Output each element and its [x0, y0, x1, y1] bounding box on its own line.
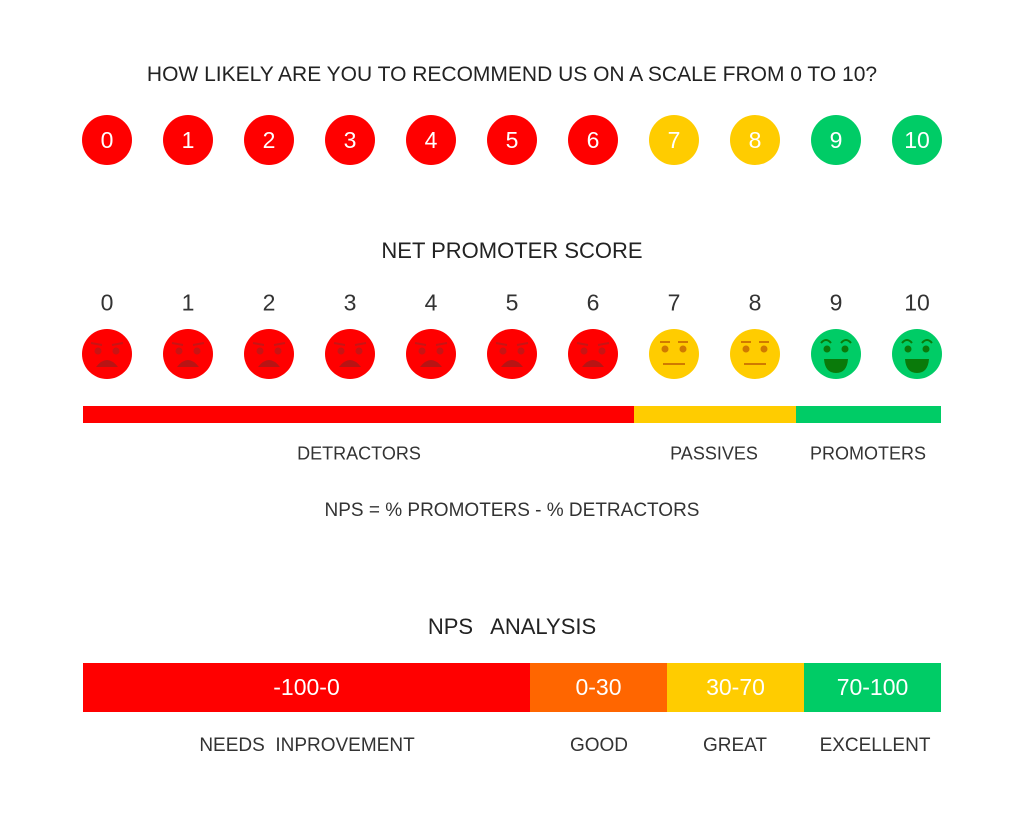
scale-option-5[interactable]: 5	[487, 115, 537, 165]
analysis-segment: 30-70	[667, 663, 804, 712]
analysis-title: NPS ANALYSIS	[427, 614, 597, 639]
scale-option-3[interactable]: 3	[325, 115, 375, 165]
detractors-bar	[83, 406, 634, 423]
promoters-label: PROMOTERS	[809, 443, 927, 464]
scale-option-6[interactable]: 6	[568, 115, 618, 165]
passives-bar	[634, 406, 796, 423]
score-label: 9	[829, 289, 843, 316]
score-label: 7	[667, 289, 681, 316]
range-label: -100-0	[273, 674, 340, 700]
score-label: 4	[424, 289, 438, 316]
detractors-label: DETRACTORS	[297, 443, 421, 464]
happy-face-icon	[892, 329, 942, 379]
passives-label: PASSIVES	[670, 443, 758, 464]
scale-option-10[interactable]: 10	[892, 115, 942, 165]
angry-face-icon	[82, 329, 132, 379]
score-label: 3	[343, 289, 357, 316]
neutral-face-icon	[649, 329, 699, 379]
analysis-segment: 70-100	[804, 663, 941, 712]
scale-option-1[interactable]: 1	[163, 115, 213, 165]
angry-face-icon	[568, 329, 618, 379]
range-label: 0-30	[575, 674, 622, 700]
analysis-label: GOOD	[569, 735, 629, 756]
angry-face-icon	[325, 329, 375, 379]
neutral-face-icon	[730, 329, 780, 379]
angry-face-icon	[163, 329, 213, 379]
scale-option-0[interactable]: 0	[82, 115, 132, 165]
happy-face-icon	[811, 329, 861, 379]
score-label: 10	[904, 289, 930, 316]
question-title: HOW LIKELY ARE YOU TO RECOMMEND US ON A …	[146, 63, 878, 86]
scale-option-4[interactable]: 4	[406, 115, 456, 165]
analysis-label: EXCELLENT	[819, 735, 931, 756]
angry-face-icon	[487, 329, 537, 379]
analysis-label: GREAT	[702, 735, 768, 756]
score-label: 8	[748, 289, 762, 316]
score-label: 1	[181, 289, 195, 316]
promoters-bar	[796, 406, 941, 423]
nps-formula: NPS = % PROMOTERS - % DETRACTORS	[324, 500, 700, 521]
range-label: 30-70	[706, 674, 765, 700]
score-label: 0	[100, 289, 114, 316]
analysis-label: NEEDS INPROVEMENT	[199, 735, 415, 756]
score-label: 5	[505, 289, 519, 316]
analysis-segment: -100-0	[83, 663, 530, 712]
score-label: 2	[262, 289, 276, 316]
angry-face-icon	[244, 329, 294, 379]
angry-face-icon	[406, 329, 456, 379]
score-label: 6	[586, 289, 600, 316]
scale-option-2[interactable]: 2	[244, 115, 294, 165]
analysis-segment: 0-30	[530, 663, 667, 712]
scale-option-9[interactable]: 9	[811, 115, 861, 165]
scale-option-8[interactable]: 8	[730, 115, 780, 165]
nps-title: NET PROMOTER SCORE	[381, 238, 643, 263]
range-label: 70-100	[836, 674, 909, 700]
scale-option-7[interactable]: 7	[649, 115, 699, 165]
